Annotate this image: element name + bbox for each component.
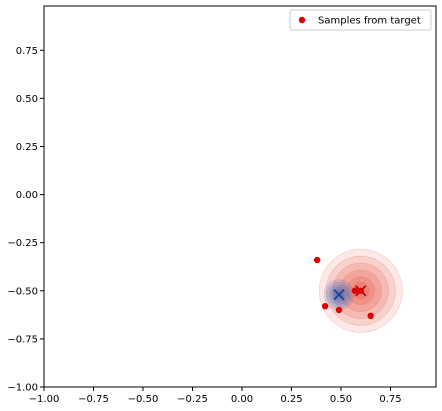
plot-frame bbox=[43, 5, 437, 388]
sample-points bbox=[314, 256, 374, 320]
legend: Samples from target bbox=[289, 9, 432, 31]
data-point bbox=[351, 287, 359, 294]
x-tick-label: 0.00 bbox=[231, 394, 253, 405]
plot-area bbox=[44, 6, 436, 387]
x-axis-ticks: −1.00 −0.75 −0.50 −0.25 0.00 0.25 0.50 0.75 bbox=[29, 387, 402, 405]
x-tick-label: 0.50 bbox=[330, 394, 352, 405]
x-tick-label: −0.50 bbox=[128, 394, 159, 405]
x-tick-label: −1.00 bbox=[29, 394, 60, 405]
x-tick-label: 0.25 bbox=[280, 394, 302, 405]
x-tick-label: −0.75 bbox=[78, 394, 109, 405]
y-tick-label: −0.50 bbox=[7, 286, 38, 297]
y-tick-label: −0.25 bbox=[7, 238, 38, 249]
y-tick-label: 0.75 bbox=[16, 46, 38, 57]
x-tick-label: 0.75 bbox=[379, 394, 401, 405]
data-point bbox=[335, 306, 343, 314]
data-point bbox=[367, 312, 374, 320]
y-tick-label: −0.75 bbox=[7, 334, 38, 345]
x-tick-label: −0.25 bbox=[177, 394, 208, 405]
data-point bbox=[314, 256, 321, 264]
y-tick-label: 0.00 bbox=[16, 190, 38, 201]
y-tick-label: −1.00 bbox=[7, 383, 38, 394]
legend-marker bbox=[298, 16, 306, 24]
y-tick-label: 0.25 bbox=[16, 142, 38, 153]
data-point bbox=[357, 287, 364, 294]
data-point bbox=[321, 302, 329, 310]
y-tick-label: 0.50 bbox=[16, 94, 38, 105]
center-x-marker bbox=[333, 289, 345, 301]
y-axis-ticks: −1.00 −0.75 −0.50 −0.25 0.00 0.25 0.50 0.75 bbox=[7, 46, 44, 394]
legend-label: Samples from target bbox=[318, 16, 421, 27]
legend-box bbox=[289, 9, 432, 31]
